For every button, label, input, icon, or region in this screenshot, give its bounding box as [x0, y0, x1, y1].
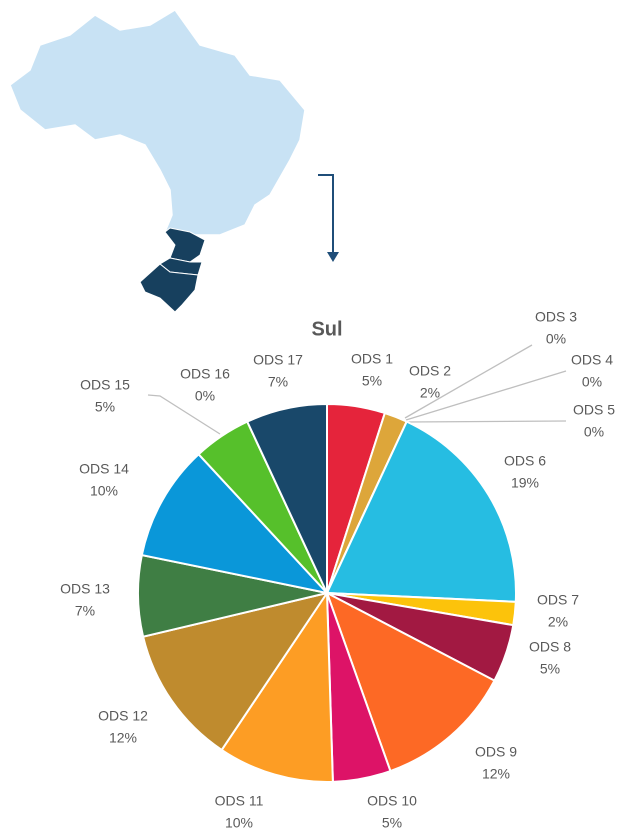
slice-value: 5%: [95, 399, 115, 415]
pie-slice: [141, 591, 330, 752]
slice-value: 10%: [225, 815, 253, 831]
slice-value: 0%: [584, 424, 604, 440]
slice-value: 12%: [109, 730, 137, 746]
pie-slice: [220, 589, 334, 783]
slice-label: ODS 11: [215, 793, 264, 809]
pie-slice: [140, 452, 330, 595]
slice-value: 2%: [420, 385, 440, 401]
chart-title: Sul: [311, 318, 342, 340]
slice-label: ODS 3: [535, 309, 577, 325]
leader-lines: [147, 344, 567, 435]
slice-label: ODS 10: [367, 793, 417, 809]
slice-value: 12%: [482, 766, 510, 782]
slice-value: 7%: [75, 603, 95, 619]
slice-value: 10%: [90, 483, 118, 499]
slice-value: 0%: [582, 374, 602, 390]
slice-value: 0%: [546, 331, 566, 347]
slice-label: ODS 12: [98, 708, 148, 724]
map: [9, 9, 339, 313]
slice-value: 5%: [540, 661, 560, 677]
slice-value: 0%: [195, 388, 215, 404]
slice-value: 19%: [511, 475, 539, 491]
slice-value: 5%: [382, 815, 402, 831]
pie-slice: [245, 402, 328, 594]
pie-slice: [325, 420, 517, 603]
slice-label: ODS 14: [79, 461, 129, 477]
slice-label: ODS 5: [573, 402, 615, 418]
slice-label: ODS 15: [80, 377, 130, 393]
slice-label: ODS 13: [60, 581, 110, 597]
slice-label: ODS 1: [351, 351, 393, 367]
slice-label: ODS 9: [475, 744, 517, 760]
pie-slice: [325, 590, 496, 773]
slice-label: ODS 2: [409, 363, 451, 379]
slice-label: ODS 4: [571, 352, 613, 368]
slice-label: ODS 17: [253, 352, 303, 368]
slice-label: ODS 8: [529, 639, 571, 655]
slice-label: ODS 7: [537, 592, 579, 608]
slice-label: ODS 6: [504, 453, 546, 469]
slice-label: ODS 16: [180, 366, 230, 382]
slice-value: 7%: [268, 374, 288, 390]
slice-value: 5%: [362, 373, 382, 389]
slice-value: 2%: [548, 614, 568, 630]
